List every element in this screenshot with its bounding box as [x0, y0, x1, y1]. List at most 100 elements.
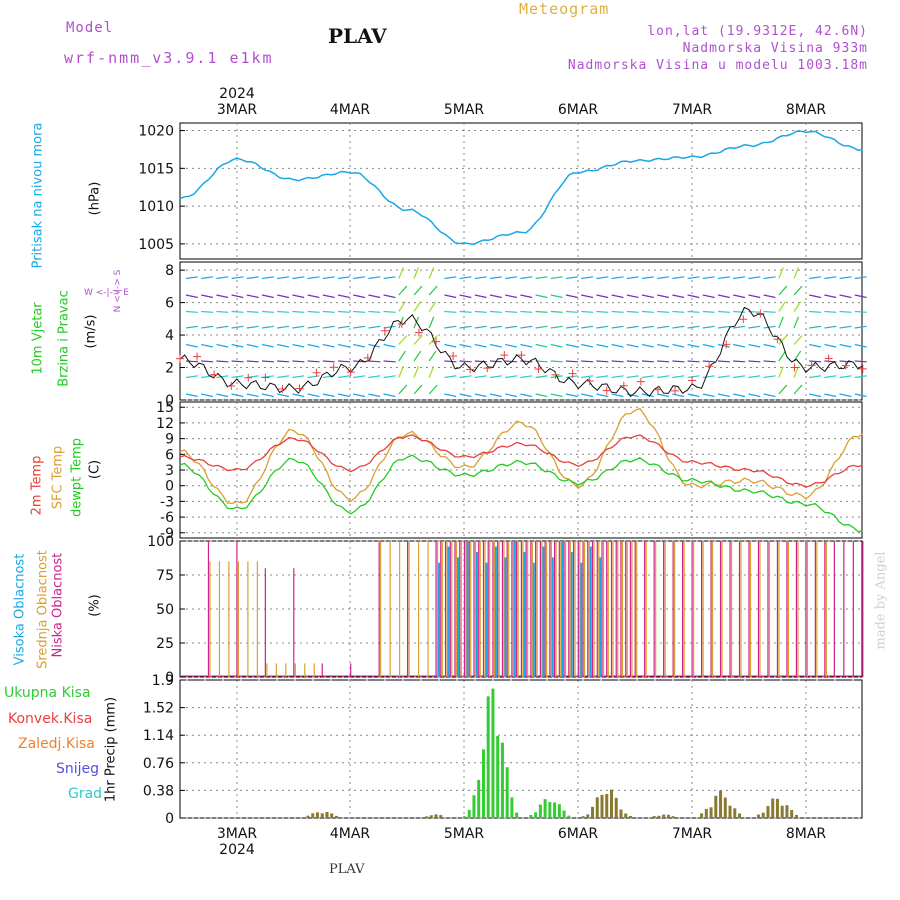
wind-barb [550, 325, 563, 329]
wind-barb [748, 343, 761, 348]
wind-barb [596, 393, 609, 398]
wind-barb [535, 294, 548, 299]
wind-barb [535, 375, 548, 379]
wind-barb [428, 350, 437, 362]
wind-gust-marker [568, 369, 577, 378]
wind-barb [505, 360, 518, 363]
wind-barb [596, 360, 609, 363]
wind-barb [216, 276, 229, 280]
wind-barb [581, 294, 594, 299]
wind-barb [854, 360, 867, 363]
bottom-day-label: 4MAR [330, 826, 371, 842]
wind-barb [444, 325, 457, 329]
precip-ytick-label: 0.38 [143, 783, 174, 799]
wind-barb [581, 343, 594, 348]
wind-barb [854, 276, 867, 280]
wind-ytick-label: 0 [165, 393, 174, 409]
wind-barb [565, 393, 578, 398]
wind-barb [626, 375, 639, 379]
wind-barb [672, 276, 685, 280]
precip-bar [628, 815, 632, 818]
top-day-label: 3MAR [217, 102, 258, 118]
wind-barb [413, 366, 420, 378]
wind-barb [489, 276, 502, 280]
wind-barb [641, 360, 655, 363]
wind-barb [626, 360, 639, 363]
wind-barb [809, 325, 822, 329]
wind-barb [717, 393, 730, 398]
wind-barb [657, 343, 670, 348]
wind-barb [854, 343, 867, 348]
wind-barb [824, 294, 837, 299]
precip-bar [534, 812, 538, 818]
wind-compass-we: W <-|-> E [84, 288, 129, 298]
wind-barb [702, 325, 715, 329]
wind-barb [748, 360, 761, 363]
precip-bar [439, 815, 443, 818]
wind-ytick-label: 8 [165, 263, 174, 279]
wind-barb [353, 343, 366, 348]
wind-barb [216, 325, 229, 329]
pressure-frame [179, 122, 863, 260]
wind-barb [687, 310, 700, 313]
wind-gust-marker [227, 381, 236, 390]
wind-barb [778, 350, 787, 362]
wind-barb [748, 393, 761, 398]
precip-bar [794, 815, 798, 818]
wind-barb [474, 294, 487, 299]
top-day-label: 5MAR [444, 102, 485, 118]
wind-barb [277, 310, 290, 313]
wind-barb [611, 375, 624, 379]
wind-barb [565, 294, 578, 299]
wind-barb [611, 393, 624, 398]
wind-gust-marker [261, 373, 270, 382]
precip-bar [434, 814, 438, 818]
wind-barb [383, 276, 396, 280]
wind-barb [261, 276, 274, 280]
top-year-label: 2024 [219, 86, 255, 102]
wind-barb [611, 276, 624, 280]
wind-barb [809, 393, 822, 398]
wind-barb [763, 325, 776, 329]
wind-barb [687, 343, 700, 348]
wind-barb [641, 325, 654, 329]
wind-barb [717, 294, 730, 299]
wind-barb [413, 267, 420, 279]
wind-barb [444, 375, 457, 379]
precip-bar [553, 802, 557, 818]
wind-barb [702, 375, 715, 379]
pressure-ytick-label: 1015 [138, 161, 174, 177]
wind-barb [413, 350, 422, 362]
wind-barb [505, 375, 518, 379]
wind-barb [657, 375, 670, 379]
wind-barb [641, 310, 655, 313]
wind-barb [489, 294, 502, 299]
wind-barb [444, 343, 457, 348]
wind-barb [626, 325, 639, 329]
cloud-ytick-label: 75 [156, 568, 174, 584]
wind-barb [733, 343, 746, 348]
wind-barb [626, 276, 639, 280]
bottom-day-label: 5MAR [444, 826, 485, 842]
wind-frame [179, 261, 863, 401]
precip-bar [709, 807, 713, 818]
temp-ytick-label: -6 [160, 510, 174, 526]
wind-barb [383, 294, 396, 299]
temp-sfc-line [179, 407, 864, 505]
wind-barb [626, 310, 639, 313]
wind-barb [733, 325, 746, 329]
wind-barb [793, 350, 802, 362]
wind-barb [565, 310, 579, 313]
wind-ytick-label: 2 [165, 361, 174, 377]
wind-gust-marker [500, 351, 509, 360]
wind-barb [611, 343, 624, 348]
wind-barb [763, 375, 776, 379]
wind-barb [246, 375, 259, 379]
temp-2m-line [179, 434, 863, 488]
wind-barb [428, 267, 435, 279]
wind-barb [474, 375, 487, 379]
wind-barb [474, 276, 487, 280]
precip-ytick-label: 1.52 [143, 701, 174, 717]
wind-barb [353, 276, 366, 280]
wind-barb [565, 343, 578, 348]
